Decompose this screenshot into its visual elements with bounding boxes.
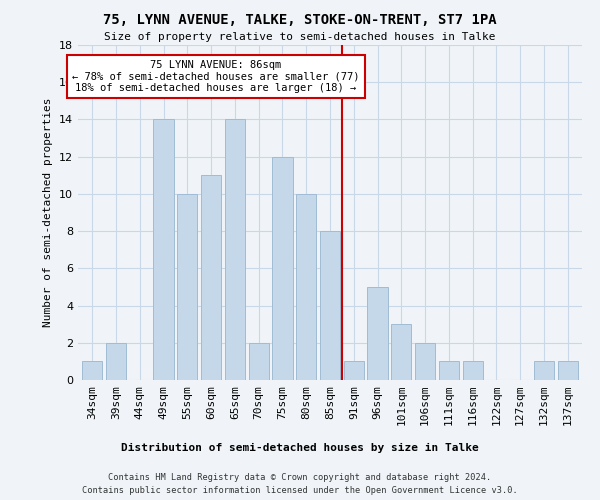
- Bar: [391, 324, 412, 380]
- Bar: [272, 156, 293, 380]
- Text: 75 LYNN AVENUE: 86sqm
← 78% of semi-detached houses are smaller (77)
18% of semi: 75 LYNN AVENUE: 86sqm ← 78% of semi-deta…: [72, 60, 359, 93]
- Bar: [82, 362, 103, 380]
- Bar: [367, 287, 388, 380]
- Bar: [225, 120, 245, 380]
- Text: Size of property relative to semi-detached houses in Talke: Size of property relative to semi-detach…: [104, 32, 496, 42]
- Bar: [296, 194, 316, 380]
- Bar: [177, 194, 197, 380]
- Bar: [415, 343, 435, 380]
- Bar: [248, 343, 269, 380]
- Y-axis label: Number of semi-detached properties: Number of semi-detached properties: [43, 98, 53, 327]
- Bar: [320, 231, 340, 380]
- Bar: [201, 176, 221, 380]
- Bar: [463, 362, 483, 380]
- Bar: [344, 362, 364, 380]
- Bar: [534, 362, 554, 380]
- Bar: [557, 362, 578, 380]
- Bar: [106, 343, 126, 380]
- Text: Distribution of semi-detached houses by size in Talke: Distribution of semi-detached houses by …: [121, 442, 479, 452]
- Bar: [154, 120, 173, 380]
- Bar: [439, 362, 459, 380]
- Text: 75, LYNN AVENUE, TALKE, STOKE-ON-TRENT, ST7 1PA: 75, LYNN AVENUE, TALKE, STOKE-ON-TRENT, …: [103, 12, 497, 26]
- Text: Contains public sector information licensed under the Open Government Licence v3: Contains public sector information licen…: [82, 486, 518, 495]
- Text: Contains HM Land Registry data © Crown copyright and database right 2024.: Contains HM Land Registry data © Crown c…: [109, 472, 491, 482]
